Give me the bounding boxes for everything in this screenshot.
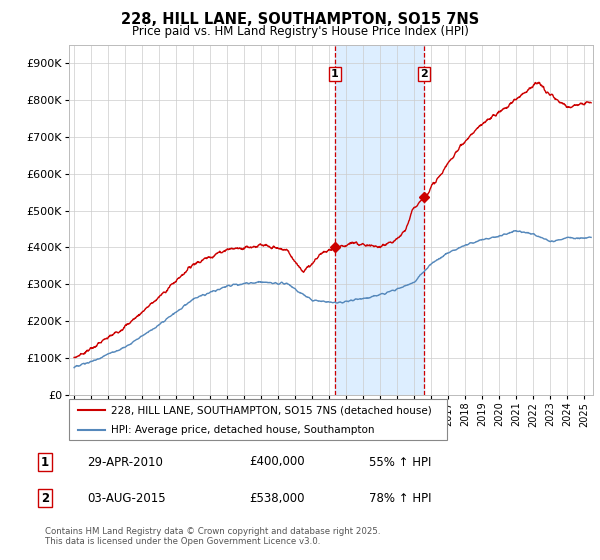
Text: 1: 1 (331, 69, 338, 80)
Text: Price paid vs. HM Land Registry's House Price Index (HPI): Price paid vs. HM Land Registry's House … (131, 25, 469, 38)
Text: 1: 1 (41, 455, 49, 469)
Text: 29-APR-2010: 29-APR-2010 (87, 455, 163, 469)
Text: Contains HM Land Registry data © Crown copyright and database right 2025.
This d: Contains HM Land Registry data © Crown c… (45, 527, 380, 546)
Text: £538,000: £538,000 (249, 492, 305, 505)
Text: HPI: Average price, detached house, Southampton: HPI: Average price, detached house, Sout… (110, 424, 374, 435)
Text: 228, HILL LANE, SOUTHAMPTON, SO15 7NS (detached house): 228, HILL LANE, SOUTHAMPTON, SO15 7NS (d… (110, 405, 431, 415)
Bar (335, 45, 424, 395)
Text: 2: 2 (41, 492, 49, 505)
Text: 55% ↑ HPI: 55% ↑ HPI (369, 455, 431, 469)
Text: 03-AUG-2015: 03-AUG-2015 (87, 492, 166, 505)
Text: 78% ↑ HPI: 78% ↑ HPI (369, 492, 431, 505)
Text: 2: 2 (420, 69, 428, 80)
Text: 228, HILL LANE, SOUTHAMPTON, SO15 7NS: 228, HILL LANE, SOUTHAMPTON, SO15 7NS (121, 12, 479, 27)
Text: £400,000: £400,000 (249, 455, 305, 469)
